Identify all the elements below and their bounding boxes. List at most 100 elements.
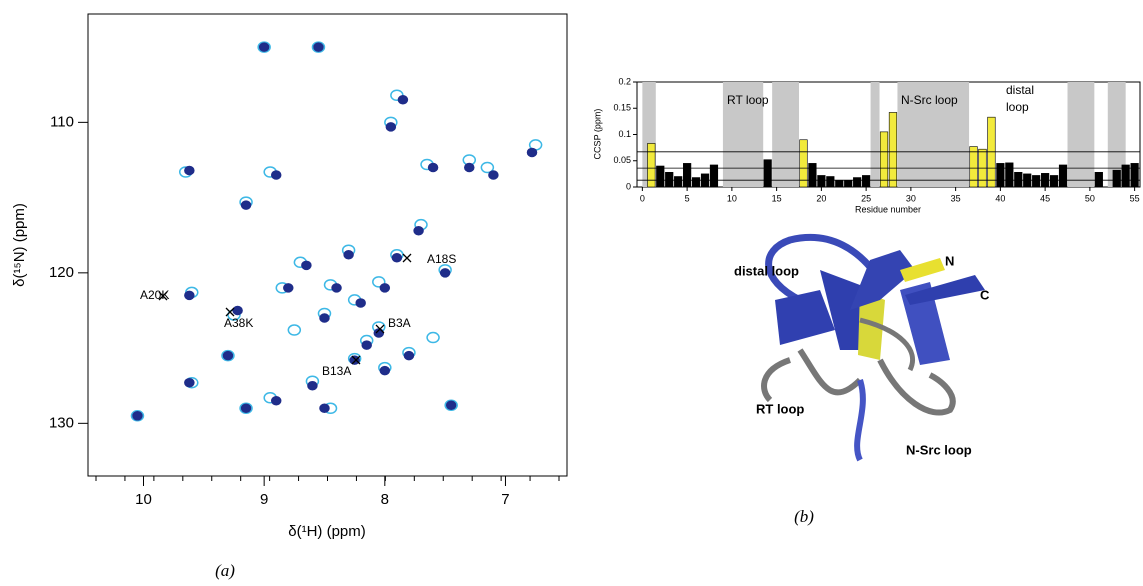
peak [283, 283, 294, 293]
peak [313, 42, 324, 52]
bar [709, 164, 719, 188]
x-tick-label: 10 [727, 193, 737, 203]
bar [1130, 163, 1139, 188]
peak [403, 350, 415, 361]
bar [691, 177, 701, 188]
peak [222, 350, 234, 361]
y-axis-label: δ(¹⁵N) (ppm) [11, 203, 28, 287]
bar [1094, 172, 1103, 188]
x-tick-label: 45 [1040, 193, 1050, 203]
structure-label: distal loop [734, 263, 799, 278]
bar [1058, 164, 1068, 188]
region [772, 82, 799, 187]
peak [184, 377, 195, 388]
bar [763, 159, 772, 188]
peak [232, 305, 243, 316]
marker [402, 253, 412, 263]
peak [301, 260, 312, 271]
peak [480, 161, 495, 174]
caption: (b) [794, 507, 814, 526]
peak [184, 165, 195, 176]
bar [1014, 172, 1023, 188]
peak [319, 403, 330, 414]
x-tick-label: 10 [135, 491, 152, 508]
peak [307, 380, 318, 391]
peak [287, 324, 302, 336]
bar [817, 175, 826, 188]
x-tick-label: 9 [260, 491, 268, 508]
bar [862, 175, 871, 188]
peak [427, 162, 439, 173]
peak [526, 147, 538, 158]
bar [826, 176, 835, 188]
peak [385, 122, 397, 132]
peak [331, 283, 342, 293]
x-tick-label: 25 [861, 193, 871, 203]
peak [445, 400, 457, 411]
bar [969, 146, 978, 188]
annotation: A18S [427, 252, 456, 266]
region [1107, 82, 1126, 187]
bar [996, 163, 1005, 188]
peak [488, 170, 499, 180]
bar [1005, 162, 1014, 188]
structure-label: C [980, 287, 990, 302]
y-tick-label: 0.15 [613, 103, 631, 113]
peak [270, 396, 282, 406]
x-tick-label: 40 [995, 193, 1005, 203]
peak [355, 298, 366, 308]
x-tick-label: 30 [906, 193, 916, 203]
bar [1121, 164, 1130, 188]
x-tick-label: 8 [381, 491, 389, 508]
region-label: N-Src loop [901, 93, 958, 107]
peak [413, 225, 424, 236]
bar [665, 172, 674, 188]
x-tick-label: 50 [1085, 193, 1095, 203]
peak [391, 253, 403, 263]
bar [835, 180, 844, 188]
bar [853, 177, 862, 188]
protein-structure [761, 233, 985, 462]
bar [808, 163, 817, 188]
peak [464, 162, 475, 173]
peak [239, 402, 253, 415]
structure-label: N-Src loop [906, 442, 972, 457]
peak [270, 170, 282, 180]
peak [444, 399, 458, 412]
structure-label: N [945, 253, 954, 268]
peak [221, 349, 235, 362]
bar [879, 131, 889, 188]
caption: (a) [215, 561, 235, 580]
peak [240, 200, 252, 210]
annotation: A38K [224, 316, 253, 330]
peak [343, 250, 354, 260]
bar [1049, 175, 1059, 188]
bar [647, 143, 656, 188]
region [722, 82, 764, 187]
region-label: RT loop [727, 93, 769, 107]
peak [426, 331, 440, 344]
marker [158, 291, 168, 301]
region-label: loop [1006, 100, 1029, 114]
annotation: B13A [322, 364, 351, 378]
bar [674, 176, 683, 188]
peak [439, 268, 451, 278]
y-tick-label: 0.1 [618, 129, 631, 139]
y-axis-label: CCSP (ppm) [592, 109, 602, 160]
region-label: distal [1006, 83, 1034, 97]
peak [319, 313, 330, 323]
y-tick-label: 110 [50, 113, 74, 130]
bar [683, 163, 692, 188]
x-tick-label: 55 [1130, 193, 1140, 203]
region [897, 82, 970, 187]
bar [799, 139, 808, 188]
marker [351, 355, 361, 365]
y-tick-label: 0.2 [618, 76, 631, 86]
peak [397, 95, 409, 105]
marker [375, 324, 385, 334]
x-tick-label: 0 [640, 193, 645, 203]
bar [888, 112, 898, 188]
x-axis-label: δ(¹H) (ppm) [288, 523, 366, 540]
bar [844, 180, 853, 188]
